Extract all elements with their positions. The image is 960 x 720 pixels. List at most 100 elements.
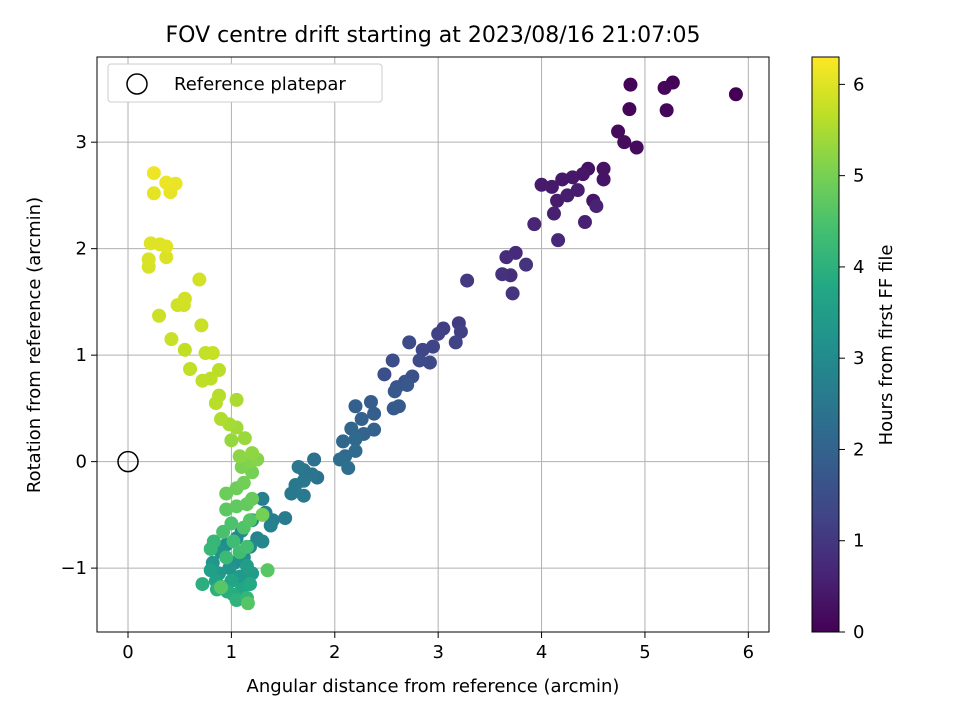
- legend: Reference platepar: [107, 63, 383, 103]
- data-point: [214, 412, 229, 427]
- data-point: [596, 161, 611, 176]
- data-point: [146, 186, 161, 201]
- data-point: [243, 513, 258, 528]
- data-point: [354, 412, 369, 427]
- data-point: [296, 488, 311, 503]
- data-point: [367, 406, 382, 421]
- legend-marker-reference: [126, 73, 148, 95]
- x-tick-label: 3: [432, 642, 443, 663]
- data-point: [551, 233, 566, 248]
- colorbar-tick-label: 5: [853, 166, 864, 187]
- x-tick-label: 4: [536, 642, 547, 663]
- data-point: [546, 206, 561, 221]
- data-point: [596, 172, 611, 187]
- colorbar-tick-label: 1: [853, 531, 864, 552]
- data-point: [224, 516, 239, 531]
- chart-title: FOV centre drift starting at 2023/08/16 …: [166, 23, 701, 48]
- data-point: [617, 135, 632, 150]
- data-point: [208, 396, 223, 411]
- data-point: [224, 573, 239, 588]
- data-points: [117, 75, 743, 611]
- data-point: [402, 335, 417, 350]
- x-tick-label: 6: [743, 642, 754, 663]
- data-point: [460, 273, 475, 288]
- data-point: [387, 384, 402, 399]
- legend-label-reference: Reference platepar: [174, 74, 346, 95]
- data-point: [239, 539, 254, 554]
- data-point: [377, 367, 392, 382]
- data-point: [192, 272, 207, 287]
- data-point: [629, 140, 644, 155]
- data-point: [226, 534, 241, 549]
- data-point: [232, 449, 247, 464]
- data-point: [344, 421, 359, 436]
- x-tick-label: 0: [122, 642, 133, 663]
- data-point: [177, 342, 192, 357]
- data-point: [214, 580, 229, 595]
- data-point: [245, 446, 260, 461]
- data-point: [622, 102, 637, 117]
- data-point: [203, 541, 218, 556]
- data-point: [431, 326, 446, 341]
- data-point: [400, 377, 415, 392]
- data-point: [159, 239, 174, 254]
- data-point: [555, 172, 570, 187]
- colorbar-tick-label: 3: [853, 348, 864, 369]
- data-point: [570, 183, 585, 198]
- data-point: [412, 353, 427, 368]
- data-point: [159, 250, 174, 265]
- data-point: [222, 561, 237, 576]
- data-point: [278, 511, 293, 526]
- data-point: [307, 452, 322, 467]
- data-point: [659, 103, 674, 118]
- data-point: [728, 87, 743, 102]
- data-point: [224, 433, 239, 448]
- data-point: [183, 361, 198, 376]
- data-point: [534, 177, 549, 192]
- data-point: [203, 563, 218, 578]
- data-point: [177, 291, 192, 306]
- data-point: [255, 534, 270, 549]
- data-point: [141, 252, 156, 267]
- x-axis-title: Angular distance from reference (arcmin): [247, 676, 620, 697]
- reference-platepar-marker: [117, 450, 139, 473]
- data-point: [260, 563, 275, 578]
- data-point: [239, 558, 254, 573]
- data-point: [255, 491, 270, 506]
- data-point: [499, 250, 514, 265]
- data-point: [363, 395, 378, 409]
- x-tick-label: 2: [329, 642, 340, 663]
- plot-frame: [96, 56, 770, 633]
- data-point: [159, 175, 174, 190]
- colorbar-tick-label: 0: [853, 622, 864, 643]
- data-point: [657, 80, 672, 95]
- data-point: [229, 392, 244, 407]
- data-point: [560, 188, 575, 203]
- data-point: [336, 434, 351, 449]
- data-point: [263, 518, 278, 533]
- data-point: [243, 577, 258, 592]
- data-point: [550, 193, 565, 208]
- y-axis-title: Rotation from reference (arcmin): [24, 197, 45, 493]
- colorbar-gradient: [811, 56, 840, 633]
- data-point: [448, 335, 463, 350]
- data-point: [623, 77, 638, 92]
- y-tick-label: −1: [60, 558, 87, 579]
- data-point: [245, 491, 260, 506]
- data-point: [415, 342, 430, 357]
- data-point: [219, 550, 234, 565]
- colorbar-tick-label: 2: [853, 439, 864, 460]
- data-point: [291, 459, 306, 474]
- data-point: [195, 373, 210, 388]
- data-point: [236, 475, 251, 490]
- colorbar-title: Hours from first FF file: [876, 245, 897, 446]
- x-tick-label: 5: [639, 642, 650, 663]
- data-point: [611, 124, 626, 139]
- data-point: [152, 308, 167, 323]
- data-point: [348, 432, 363, 447]
- x-tick-label: 1: [226, 642, 237, 663]
- data-point: [146, 166, 161, 181]
- data-point: [341, 461, 356, 476]
